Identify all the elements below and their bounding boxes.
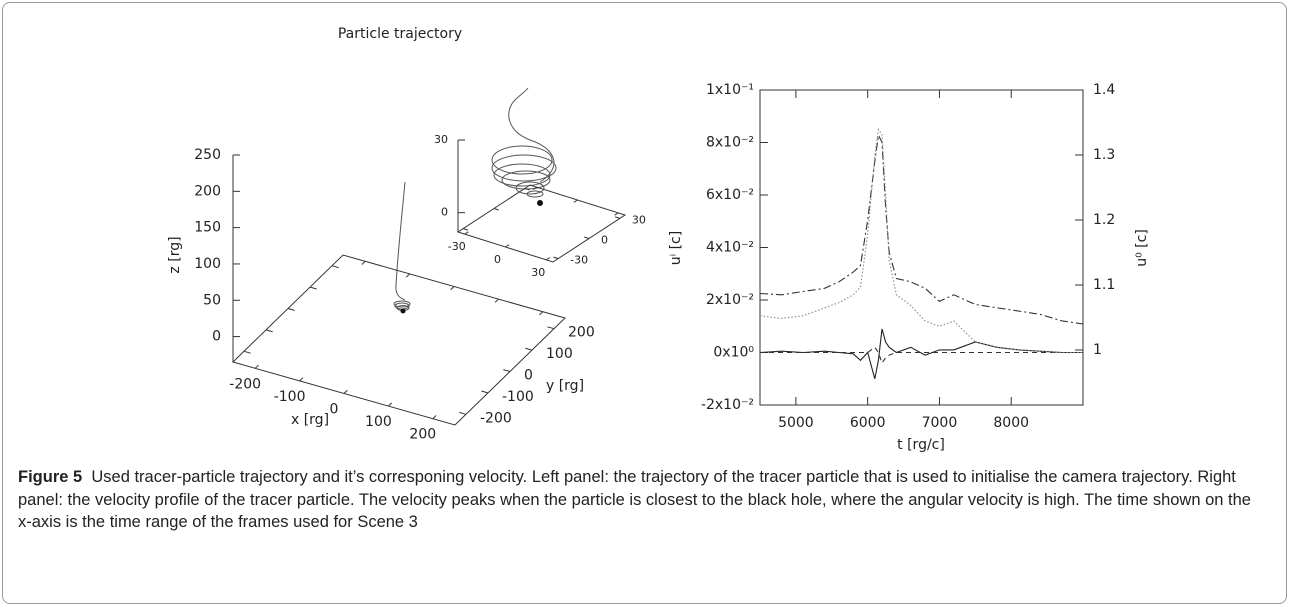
y-tick-label: 2x10⁻² [706,292,754,308]
y-tick [481,390,489,394]
caption-label: Figure 5 [18,468,83,486]
y2-tick-label: 1.2 [1093,212,1115,228]
trajectory [393,181,411,311]
y-tick [547,326,555,330]
plot-frame [759,89,1084,406]
y-tick-label: 0 [601,234,608,247]
x-tick [388,402,393,407]
y-tick [614,216,621,219]
y-tick [503,369,511,372]
x-tick-label: 0 [330,402,339,418]
z-tick-label: 150 [194,220,221,236]
y-tick [493,208,499,211]
z-tick-label: 30 [434,133,448,146]
y2-tick-label: 1 [1093,342,1102,358]
y-tick [243,350,251,354]
z-tick-label: 250 [194,147,221,163]
y-tick-label: -100 [502,389,534,405]
y-tick-label: -200 [480,410,512,426]
x-tick-label: 100 [365,414,392,430]
x-tick-label: 7000 [922,415,958,431]
z-tick-label: 0 [441,206,448,219]
x-axis-label: x [rg] [291,412,329,428]
x-tick-label: 0 [494,253,501,266]
x-tick-label: 30 [531,266,545,279]
y-tick [525,347,533,351]
y-tick-label: 6x10⁻² [706,187,754,203]
x-tick-label: -100 [274,389,306,405]
y-tick [287,308,295,311]
y-tick [524,187,530,191]
x-tick [532,186,538,190]
y-tick-label: 0 [524,368,533,384]
y-tick-label: -2x10⁻² [701,397,754,413]
y2-axis-label: u⁰ [c] [1134,229,1150,267]
y-tick [309,286,317,290]
z-axis-label: z [rg] [167,236,183,273]
y-tick-label: 8x10⁻² [706,135,754,151]
x-tick [505,244,510,248]
x-tick [343,389,348,394]
x-tick-label: -200 [229,376,261,392]
inset-trajectory [491,87,557,198]
x-tick [405,273,410,278]
y-tick-label: 200 [568,325,595,341]
x-tick-label: 8000 [993,415,1029,431]
caption-text: Used tracer-particle trajectory and it’s… [18,468,1251,531]
y-tick-label: -30 [570,254,588,267]
y-tick-label: 1x10⁻¹ [706,82,754,98]
x-tick [614,212,619,216]
y-tick [265,329,273,333]
x-tick [573,199,578,203]
x-tick-label: 5000 [778,415,814,431]
x-tick [432,415,437,420]
y2-tick-label: 1.3 [1093,147,1115,163]
inset-black-hole [537,200,543,206]
y-axis-label: y [rg] [546,378,584,394]
x-tick-label: 6000 [850,415,886,431]
series-line [759,328,1083,379]
y-tick [553,256,559,260]
y-tick-label: 0x10⁰ [713,345,754,361]
figure: Particle trajectory x [rg] y [rg] z [rg]… [167,26,1150,453]
z-tick-label: 100 [194,256,221,272]
x-tick-label: 200 [409,427,436,443]
x-tick [539,311,544,316]
x-tick-label: -30 [448,240,466,253]
x-tick [494,298,499,303]
y-tick-label: 100 [546,346,573,362]
chart-title: Particle trajectory [338,26,462,42]
y-tick [584,236,590,239]
x-tick [361,260,366,265]
floor [456,184,627,263]
y-tick-label: 30 [632,213,646,226]
x-axis-label: t [rg/c] [897,437,945,453]
x-tick [450,286,455,291]
z-tick-label: 200 [194,183,221,199]
y-tick [331,265,339,269]
floor [232,254,566,426]
x-tick [254,364,259,369]
y-tick [462,228,469,231]
z-tick-label: 0 [212,329,221,345]
black-hole [400,308,406,314]
y-axis-label: uⁱ [c] [668,231,684,265]
y2-tick-label: 1.4 [1093,82,1115,98]
y2-tick-label: 1.1 [1093,277,1115,293]
x-tick [299,377,304,382]
x-tick [545,257,551,261]
y-tick [459,411,467,415]
series-line [759,127,1083,354]
caption: Figure 5 Used tracer-particle trajectory… [18,466,1268,534]
y-tick-label: 4x10⁻² [706,240,754,256]
series-line [759,133,1084,325]
series-line [760,346,1083,365]
x-tick [464,231,469,235]
z-tick-label: 50 [203,292,221,308]
